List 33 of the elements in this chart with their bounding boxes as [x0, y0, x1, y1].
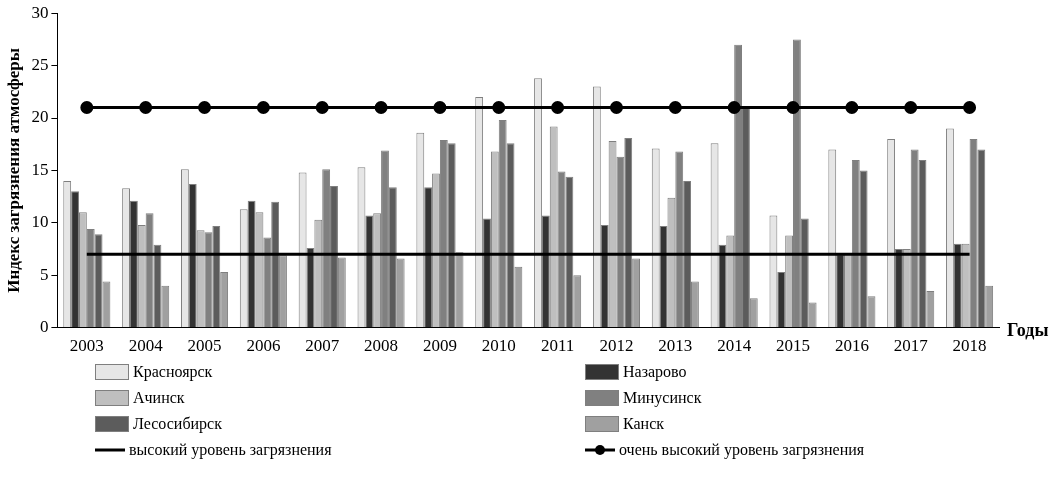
x-tick-label: 2018	[952, 336, 987, 356]
legend-label: Минусинск	[623, 389, 702, 407]
legend-label: Назарово	[623, 363, 687, 381]
x-tick-label: 2009	[422, 336, 457, 356]
x-tick-label: 2010	[481, 336, 516, 356]
y-tick-label: 25	[31, 55, 49, 75]
x-tick-label: 2014	[717, 336, 752, 356]
x-tick-label: 2012	[599, 336, 634, 356]
legend-label: Красноярск	[133, 363, 213, 381]
legend-label: очень высокий уровень загрязнения	[619, 441, 865, 459]
legend-label: Канск	[623, 415, 664, 433]
legend-label: Лесосибирск	[133, 415, 222, 433]
x-axis-title: Годы	[1007, 320, 1049, 341]
x-tick-label: 2017	[893, 336, 929, 356]
x-tick-label: 2013	[658, 336, 693, 356]
x-tick-label: 2006	[246, 336, 281, 356]
x-tick-label: 2005	[187, 336, 222, 356]
y-tick-label: 0	[39, 317, 49, 337]
x-tick-label: 2011	[540, 336, 575, 356]
legend-label: высокий уровень загрязнения	[129, 441, 332, 459]
x-tick-label: 2008	[364, 336, 399, 356]
x-tick-label: 2003	[69, 336, 104, 356]
y-tick-label: 30	[31, 2, 49, 22]
y-tick-label: 20	[31, 107, 49, 127]
y-tick-label: 5	[39, 264, 49, 284]
x-tick-label: 2007	[305, 336, 340, 356]
legend-label: Ачинск	[133, 389, 185, 407]
y-tick-label: 10	[31, 212, 49, 232]
x-tick-label: 2015	[776, 336, 811, 356]
y-tick-label: 15	[31, 159, 49, 179]
y-axis-title: Индекс загрязнения атмосферы	[3, 47, 23, 293]
x-tick-label: 2004	[128, 336, 164, 356]
x-tick-label: 2016	[834, 336, 869, 356]
